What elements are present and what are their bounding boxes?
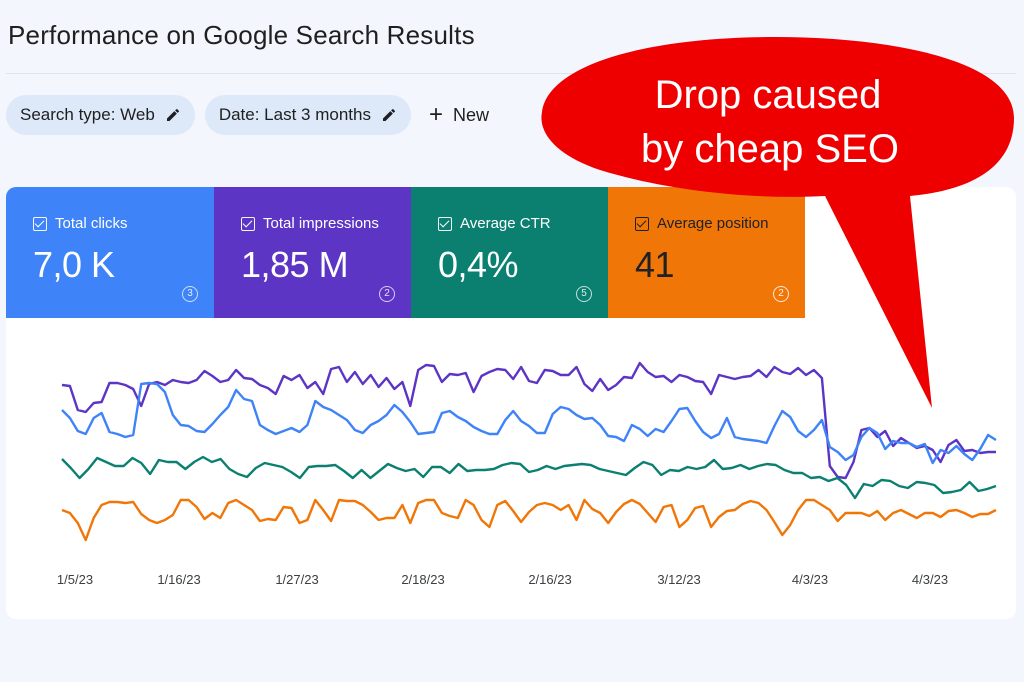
page-title: Performance on Google Search Results — [8, 20, 475, 50]
pencil-icon — [382, 108, 395, 121]
info-icon[interactable]: 2 — [773, 286, 789, 302]
metric-value: 0,4% — [438, 244, 519, 285]
callout-bubble — [541, 37, 1014, 408]
series-line-average-position — [61, 498, 997, 542]
x-tick-label: 1/27/23 — [275, 572, 318, 587]
search-type-filter-chip[interactable]: Search type: Web — [6, 95, 195, 135]
checkbox-icon[interactable] — [635, 216, 649, 231]
new-filter-button[interactable]: + New — [421, 95, 497, 135]
x-tick-label: 2/18/23 — [401, 572, 444, 587]
x-tick-label: 4/3/23 — [792, 572, 828, 587]
date-filter-chip[interactable]: Date: Last 3 months — [204, 95, 411, 135]
title-divider — [6, 73, 1016, 74]
x-tick-label: 4/3/23 — [912, 572, 948, 587]
info-icon[interactable]: 5 — [576, 286, 592, 302]
metric-value: 7,0 K — [33, 244, 115, 285]
x-tick-label: 1/5/23 — [57, 572, 93, 587]
metric-card-average-position[interactable]: Average position 41 2 — [608, 187, 805, 318]
x-tick-label: 2/16/23 — [528, 572, 571, 587]
checkbox-icon[interactable] — [241, 216, 255, 231]
metric-label: Average CTR — [460, 215, 551, 232]
metric-card-total-impressions[interactable]: Total impressions 1,85 M 2 — [214, 187, 411, 318]
metric-card-average-ctr[interactable]: Average CTR 0,4% 5 — [411, 187, 608, 318]
new-filter-label: New — [452, 104, 489, 125]
metric-label: Total clicks — [55, 215, 128, 232]
series-line-total-impressions — [61, 361, 996, 480]
checkbox-icon[interactable] — [438, 216, 452, 231]
x-tick-label: 3/12/23 — [657, 572, 700, 587]
series-line-total-clicks — [61, 381, 997, 465]
performance-chart: 1/5/23 1/16/23 1/27/23 2/18/23 2/16/23 3/12/2… — [57, 361, 997, 587]
metric-value: 1,85 M — [241, 244, 349, 285]
metric-label: Total impressions — [263, 215, 379, 232]
pencil-icon — [166, 108, 179, 121]
metric-value: 41 — [635, 244, 675, 285]
checkbox-icon[interactable] — [33, 216, 47, 231]
performance-panel: Total clicks 7,0 K 3 Total impressions 1… — [6, 187, 1016, 619]
callout-line-1: Drop caused — [655, 73, 882, 117]
filter-bar: Search type: Web Date: Last 3 months + N… — [6, 95, 497, 135]
search-type-filter-label: Search type: Web — [20, 105, 155, 124]
info-icon[interactable]: 2 — [379, 286, 395, 302]
metric-card-total-clicks[interactable]: Total clicks 7,0 K 3 — [6, 187, 214, 318]
callout-line-2: by cheap SEO — [641, 127, 899, 171]
metric-cards: Total clicks 7,0 K 3 Total impressions 1… — [6, 187, 805, 318]
metric-label: Average position — [657, 215, 769, 232]
x-tick-label: 1/16/23 — [157, 572, 200, 587]
info-icon[interactable]: 3 — [182, 286, 198, 302]
plus-icon: + — [428, 101, 443, 128]
date-filter-label: Date: Last 3 months — [218, 105, 371, 124]
series-line-average-ctr — [61, 455, 997, 500]
